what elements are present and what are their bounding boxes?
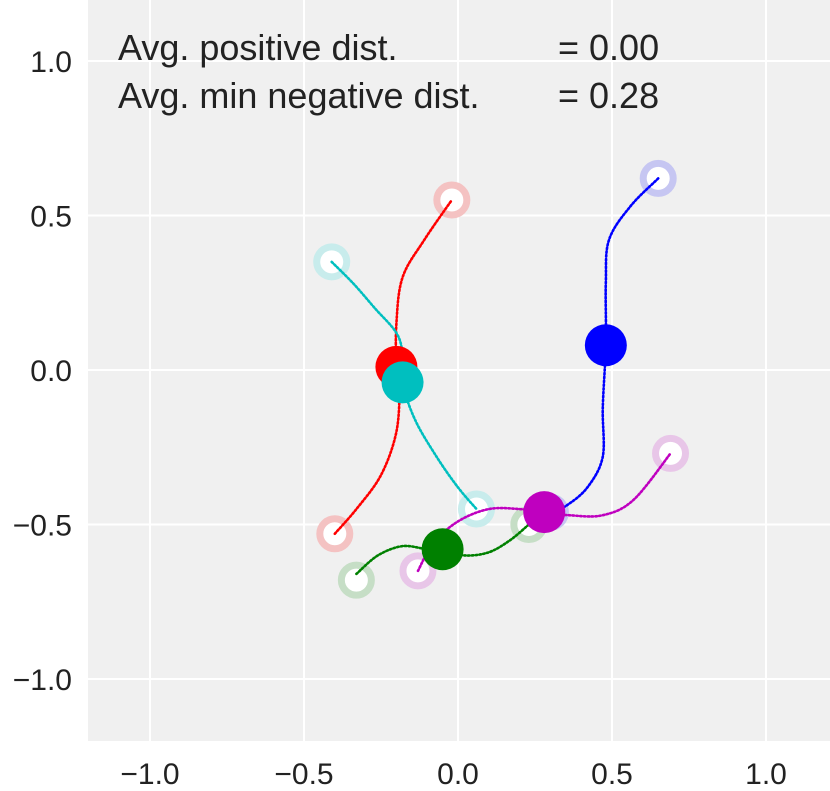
ring-red (433, 181, 471, 219)
x-tick-label: 0.5 (591, 758, 633, 791)
tick-labels: −1.0 −0.5 0.0 0.5 1.0 1.0 0.5 0.0 −0.5 −1.0 (13, 46, 787, 791)
y-tick-label: −0.5 (13, 510, 72, 543)
x-tick-label: −0.5 (274, 758, 333, 791)
ring-green (337, 561, 375, 599)
annotation-label-positive: Avg. positive dist. (118, 27, 397, 68)
marker-blue (584, 324, 627, 367)
trajectory-blue (549, 177, 660, 514)
annotation-label-negative: Avg. min negative dist. (118, 75, 480, 116)
grid (88, 0, 830, 741)
y-tick-label: 0.5 (30, 201, 72, 234)
y-tick-label: 0.0 (30, 355, 72, 388)
marker-cyan (381, 361, 424, 404)
x-tick-label: 1.0 (745, 758, 787, 791)
y-tick-label: 1.0 (30, 46, 72, 79)
annotation-value-negative: = 0.28 (558, 75, 659, 116)
annotation-value-positive: = 0.00 (558, 27, 659, 68)
annotation-box: Avg. positive dist. = 0.00 Avg. min nega… (118, 27, 659, 116)
x-tick-label: −1.0 (120, 758, 179, 791)
current-markers (375, 324, 627, 571)
x-tick-label: 0.0 (437, 758, 479, 791)
marker-magenta (523, 491, 566, 534)
marker-green (421, 528, 464, 571)
y-tick-label: −1.0 (13, 664, 72, 697)
